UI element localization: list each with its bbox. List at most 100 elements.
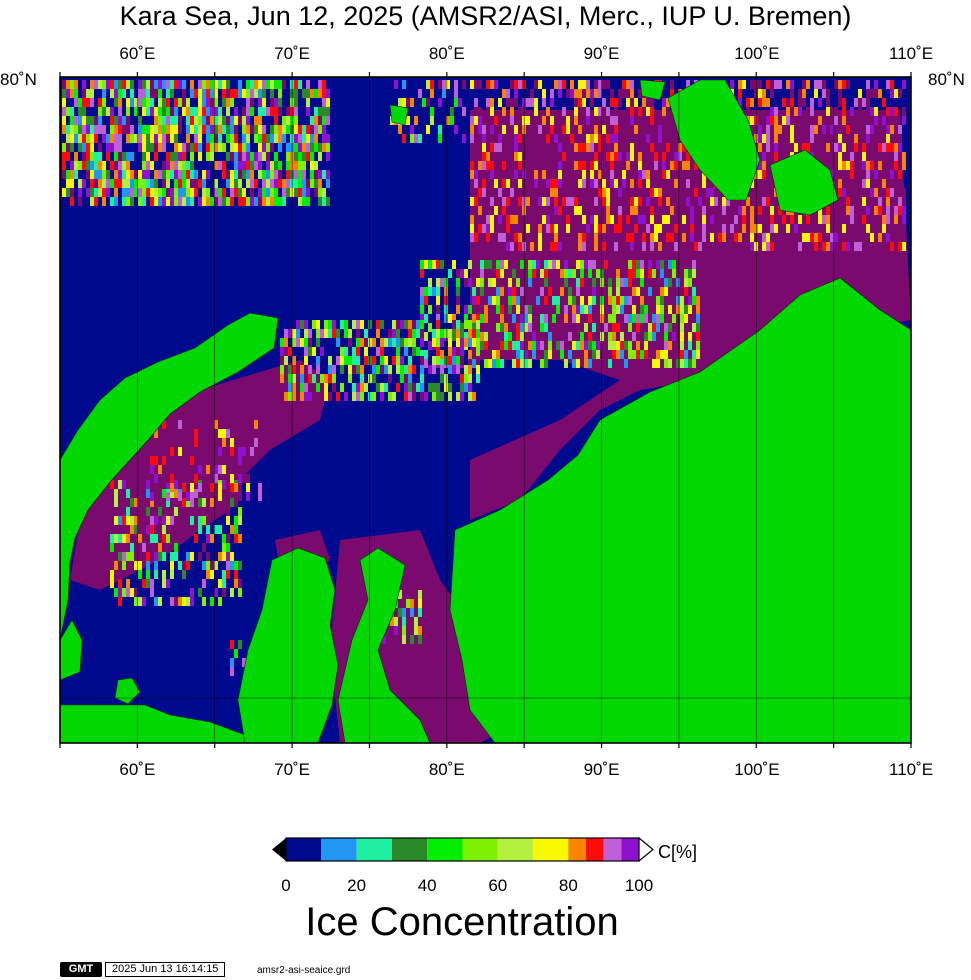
- ice-pixel: [238, 429, 242, 438]
- frame-ticks: [59, 72, 912, 748]
- ice-pixel: [146, 125, 150, 134]
- ice-pixel: [402, 80, 406, 89]
- ice-pixel: [226, 107, 230, 116]
- ice-pixel: [798, 134, 802, 143]
- ice-pixel: [664, 287, 668, 296]
- ice-pixel: [670, 179, 674, 188]
- ice-pixel: [332, 320, 336, 329]
- ice-pixel: [878, 197, 882, 206]
- ice-pixel: [596, 341, 600, 350]
- ice-pixel: [542, 197, 546, 206]
- ice-pixel: [506, 188, 510, 197]
- ice-pixel: [634, 197, 638, 206]
- ice-pixel: [234, 525, 238, 534]
- ice-pixel: [138, 116, 142, 125]
- ice-pixel: [678, 143, 682, 152]
- ice-pixel: [456, 296, 460, 305]
- ice-pixel: [134, 597, 138, 606]
- ice-pixel: [486, 98, 490, 107]
- ice-pixel: [576, 260, 580, 269]
- ice-pixel: [612, 341, 616, 350]
- ice-pixel: [226, 134, 230, 143]
- ice-pixel: [600, 278, 604, 287]
- ice-pixel: [130, 89, 134, 98]
- ice-pixel: [162, 489, 166, 498]
- ice-pixel: [432, 338, 436, 347]
- ice-pixel: [186, 188, 190, 197]
- ice-pixel: [580, 269, 584, 278]
- ice-pixel: [674, 224, 678, 233]
- ice-pixel: [150, 438, 154, 447]
- ice-pixel: [246, 197, 250, 206]
- ice-pixel: [302, 143, 306, 152]
- ice-pixel: [324, 320, 328, 329]
- ice-pixel: [126, 507, 130, 516]
- ice-pixel: [626, 134, 630, 143]
- ice-pixel: [514, 134, 518, 143]
- ice-pixel: [550, 224, 554, 233]
- ice-pixel: [390, 617, 394, 626]
- ice-pixel: [448, 392, 452, 401]
- ice-pixel: [590, 215, 594, 224]
- ice-pixel: [238, 188, 242, 197]
- ice-pixel: [230, 188, 234, 197]
- ice-pixel: [602, 188, 606, 197]
- ice-pixel: [834, 116, 838, 125]
- ice-pixel: [400, 320, 404, 329]
- ice-pixel: [854, 224, 858, 233]
- ice-pixel: [122, 179, 126, 188]
- ice-pixel: [298, 152, 302, 161]
- ice-pixel: [222, 143, 226, 152]
- ice-pixel: [190, 107, 194, 116]
- ice-pixel: [644, 314, 648, 323]
- ice-pixel: [656, 314, 660, 323]
- ice-pixel: [498, 215, 502, 224]
- ice-pixel: [254, 197, 258, 206]
- ice-pixel: [492, 359, 496, 368]
- novaya-zemlya-south: [60, 619, 83, 681]
- ice-pixel: [250, 80, 254, 89]
- ice-pixel: [480, 314, 484, 323]
- ice-pixel: [398, 98, 402, 107]
- ice-pixel: [518, 134, 522, 143]
- ice-pixel: [70, 143, 74, 152]
- ice-pixel: [500, 260, 504, 269]
- ice-pixel: [230, 438, 234, 447]
- ice-pixel: [146, 480, 150, 489]
- ice-pixel: [468, 305, 472, 314]
- ice-pixel: [620, 350, 624, 359]
- ice-pixel: [510, 80, 514, 89]
- ice-pixel: [822, 215, 826, 224]
- ice-pixel: [684, 269, 688, 278]
- ice-pixel: [226, 125, 230, 134]
- ice-pixel: [492, 341, 496, 350]
- ice-pixel: [238, 579, 242, 588]
- ice-pixel: [230, 197, 234, 206]
- ice-pixel: [74, 125, 78, 134]
- ice-pixel: [126, 489, 130, 498]
- ice-pixel: [186, 597, 190, 606]
- ice-pixel: [464, 374, 468, 383]
- ice-pixel: [310, 116, 314, 125]
- ice-pixel: [154, 116, 158, 125]
- ice-pixel: [182, 179, 186, 188]
- ice-pixel: [318, 152, 322, 161]
- ice-pixel: [396, 365, 400, 374]
- ice-pixel: [94, 170, 98, 179]
- ice-pixel: [250, 125, 254, 134]
- ice-pixel: [218, 447, 222, 456]
- ice-pixel: [666, 170, 670, 179]
- ice-pixel: [94, 161, 98, 170]
- ice-pixel: [126, 152, 130, 161]
- ice-pixel: [352, 383, 356, 392]
- ice-pixel: [556, 305, 560, 314]
- ice-pixel: [246, 134, 250, 143]
- ice-pixel: [614, 143, 618, 152]
- ice-pixel: [306, 107, 310, 116]
- ice-pixel: [356, 365, 360, 374]
- ice-pixel: [126, 552, 130, 561]
- ice-pixel: [274, 170, 278, 179]
- ice-pixel: [616, 296, 620, 305]
- ice-pixel: [624, 314, 628, 323]
- ice-pixel: [894, 233, 898, 242]
